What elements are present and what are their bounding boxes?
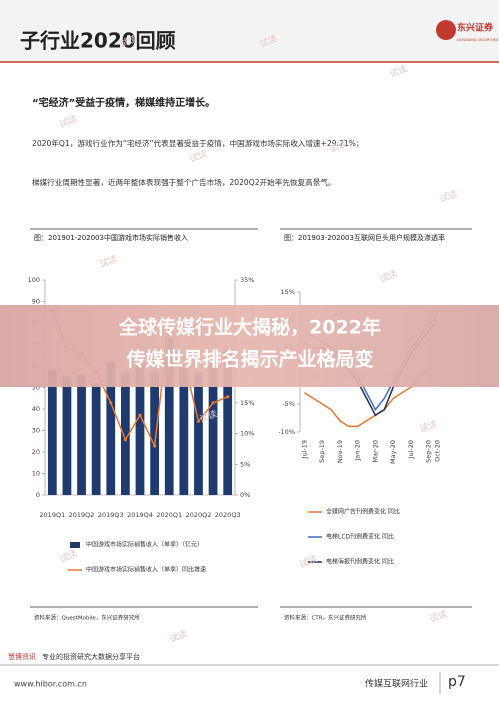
x-tick-label: 2019Q2 [69,511,95,519]
bar [150,372,159,495]
bar [77,374,86,495]
legend-label: 电梯海报刊例费变化 同比 [326,558,394,566]
paragraph: 2020年Q1，游戏行业作为“宅经济”代表显著受益于疫情，中国游戏市场实际收入增… [32,138,364,148]
chart-title: 图：201901-202003中国游戏市场实际销售收入 [34,233,188,242]
x-tick-label: 2020Q2 [186,511,212,519]
source: 资料来源：QuestMobile，东兴证券研究所 [34,614,140,622]
footer-section: 传媒互联网行业 [365,678,428,690]
footer-site: www.hibor.com.cn [14,680,87,689]
legend-label: 全媒网广告刊例费变化 同比 [326,508,400,516]
tick-label: 90 [32,298,40,306]
tick-label: 10 [32,470,40,478]
bar [91,383,101,495]
bar [208,361,218,495]
tick-label: -10% [278,428,295,436]
paragraph: 梯媒行业周期性显著，近两年整体表现强于整个广告市场，2020Q2开始率先恢复高景… [32,177,336,187]
banner-line: 全球传媒行业大揭秘，2022年 [118,316,381,339]
x-tick-label: Sep-19 [318,440,326,463]
bar [62,376,72,495]
logo-en: DONGXING SECURITIES [457,38,499,42]
source: 资料来源：CTR，东兴证券研究所 [284,614,367,622]
bar [106,361,116,495]
charts: 01020304050607080901000%5%10%15%20%25%30… [28,276,442,574]
legend-label: 中国游戏市场实际销售收入（单季）同比增速 [86,566,206,574]
bar [194,372,203,495]
x-tick-label: Sep-20 [425,440,433,463]
header-bar [0,0,499,62]
bar [47,370,57,495]
tick-label: 50 [32,384,40,392]
x-tick-label: Jul-20 [407,440,415,459]
logo-text: 东兴证券 [457,22,494,34]
heading: “宅经济”受益于疫情，梯媒维持正增长。 [32,96,215,109]
tick-label: 15% [240,399,254,407]
page-number: p7 [448,674,466,690]
banner-line: 传媒世界排名揭示产业格局变 [125,348,373,371]
tick-label: 5% [240,460,250,468]
tick-label: 10% [240,430,254,438]
x-tick-label: Jan-20 [354,440,362,462]
x-tick-label: 2019Q1 [39,511,65,519]
footer-tagline: 专业的投资研究大数据分享平台 [42,652,140,661]
tick-label: 15% [281,288,295,296]
tick-label: 40 [32,405,40,413]
tick-label: 100 [28,276,40,284]
x-tick-label: 2019Q3 [98,511,124,519]
legend-label: 电梯LCD刊例费变化 同比 [326,533,394,541]
header-title: 子行业2020回顾 [20,29,176,53]
tick-label: 35% [240,276,254,284]
tick-label: 0 [36,491,40,499]
x-tick-label: Nov-19 [336,440,344,463]
tick-label: 30 [32,427,40,435]
chart-title: 图：201903-202003互联网巨头用户规模及渗透率 [284,233,445,242]
bar [121,372,130,495]
tick-label: -5% [282,400,295,408]
tick-label: 20 [32,448,40,456]
x-tick-label: Jul-19 [300,440,308,459]
x-tick-label: 2020Q3 [215,511,241,519]
x-tick-label: May-20 [389,440,397,464]
footer-brand: 慧博资讯 [8,652,36,661]
x-tick-label: Mar-20 [371,440,379,462]
legend-swatch [70,542,80,548]
legend-label: 中国游戏市场实际销售收入（单季）（亿元） [86,541,203,549]
x-tick-label: 2020Q1 [156,511,182,519]
bar [135,363,145,495]
banner [0,305,499,387]
tick-label: 0% [240,491,250,499]
x-tick-label: 2019Q4 [127,511,153,519]
bar [179,366,189,495]
bar [164,338,174,495]
logo-icon [436,20,456,40]
bar [223,348,233,495]
x-tick-label: Oct-20 [434,440,442,462]
